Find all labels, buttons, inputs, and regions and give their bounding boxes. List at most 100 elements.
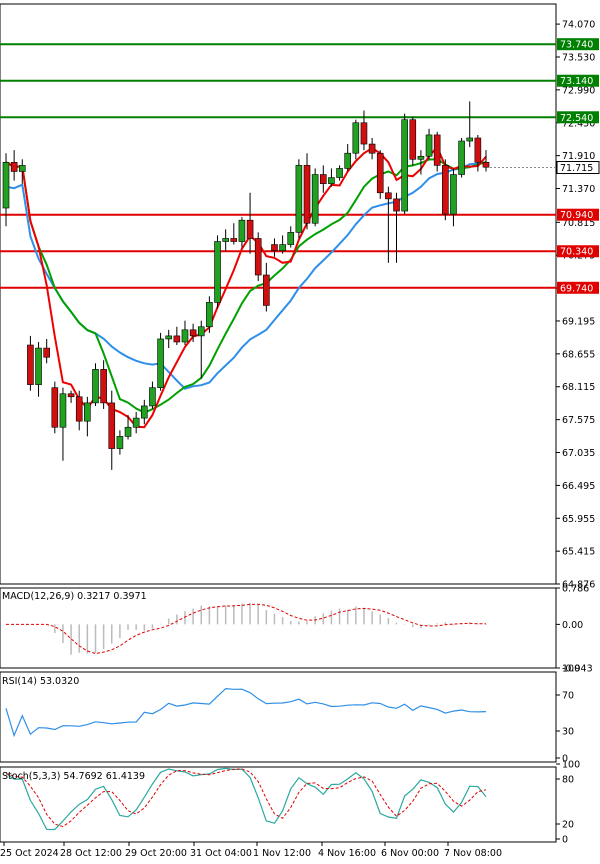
x-tick-label: 28 Oct 12:00 [60,848,122,859]
y-tick-label: 64.876 [562,580,595,591]
y-tick-label: 72.990 [562,85,595,96]
candle-down [108,402,116,449]
current-price-label: 71.715 [560,163,593,174]
main-panel-frame [0,3,557,585]
x-tick-label: 4 Nov 16:00 [318,848,376,859]
candle-down [271,244,278,251]
candle-down [67,393,75,398]
candle-down [51,387,59,428]
rsi-panel: 100 70 30 0 [0,664,580,765]
y-tick-label: 65.955 [562,514,595,525]
candle-down [43,347,50,358]
stochastic-panel: 100 80 20 0 [0,760,580,846]
candle-up [18,165,26,172]
candle-up [206,302,213,328]
resistance-label: 72.540 [560,113,593,124]
candle-up [132,417,140,428]
candle-down [474,137,482,163]
candle-up [295,165,303,233]
y-tick-label: 65.415 [562,547,595,558]
rsi-y-label: 70 [562,691,574,702]
candle-up [35,347,42,385]
x-axis: 25 Oct 2024 28 Oct 12:00 29 Oct 20:00 31 Oc… [0,842,502,859]
y-tick-label: 68.655 [562,349,595,360]
y-tick-label: 73.530 [562,52,595,63]
candle-down [173,335,181,343]
candle-up [124,426,132,437]
candle-down [319,174,327,184]
candle-down [75,396,83,422]
stoch-y-label: 100 [562,760,580,771]
y-tick-label: 67.575 [562,415,595,426]
macd-y-label: 0.00 [562,620,583,631]
candle-up [328,177,335,184]
candle-down [263,274,270,306]
candle-down [100,369,107,404]
candle-down [442,165,449,215]
macd-y-label: 0.786 [562,584,589,595]
support-tag [557,208,599,221]
rsi-panel-frame [0,671,557,763]
x-tick-label: 29 Oct 20:00 [125,848,187,859]
y-tick-label: 68.115 [562,382,595,393]
candle-up [311,174,319,224]
candle-up [2,162,10,209]
candle-up [425,134,433,157]
candle-down [303,165,311,224]
stoch-y-label: 20 [562,820,574,831]
candle-down [254,238,262,276]
candle-up [157,338,164,388]
candle-up [401,119,408,212]
candle-down [385,192,392,200]
candle-down [246,219,254,239]
y-tick-label: 71.910 [562,151,595,162]
x-tick-label: 7 Nov 08:00 [444,848,502,859]
candle-up [197,326,205,337]
x-tick-label: 25 Oct 2024 [0,848,59,859]
candle-up [214,241,221,303]
candle-up [417,155,425,160]
stoch-k-line [5,767,487,831]
rsi-y-label: 0 [562,754,568,765]
candle-up [458,140,465,175]
support-label: 70.340 [560,247,593,258]
rsi-title: RSI(14) 53.0320 [2,676,79,687]
x-tick-label: 1 Nov 12:00 [253,848,311,859]
candle-down [482,162,490,168]
candle-up [149,387,156,407]
candle-up [165,335,173,340]
support-tag [557,281,599,294]
candle-down [433,134,441,166]
macd-title: MACD(12,26,9) 0.3217 0.3971 [2,591,147,602]
resistance-label: 73.140 [560,76,593,87]
resistance-label: 73.740 [560,40,593,51]
candle-up [352,122,360,154]
candle-up [222,238,229,242]
stoch-y-label: 0 [562,835,568,846]
candle-up [336,168,343,178]
stoch-d-line [5,768,487,828]
y-tick-label: 67.035 [562,448,595,459]
candle-up [450,174,457,215]
candle-down [189,329,197,337]
candle-down [230,238,238,242]
macd-signal-line [6,603,487,655]
candle-down [376,152,384,194]
candle-up [59,393,67,428]
candle-down [27,344,34,385]
current-price-tag [556,161,600,175]
candle-up [466,137,474,142]
macd-y-label: -0.943 [562,664,593,675]
y-tick-label: 66.495 [562,481,595,492]
y-tick-label: 71.370 [562,184,595,195]
candle-up [279,244,286,251]
support-label: 69.740 [560,283,593,294]
y-tick-label: 69.195 [562,316,595,327]
stoch-y-label: 80 [562,775,574,786]
x-tick-label: 31 Oct 04:00 [190,848,252,859]
macd-panel-frame [0,587,557,669]
resistance-tag [557,74,599,87]
candle-up [181,329,189,343]
candle-down [409,119,417,160]
